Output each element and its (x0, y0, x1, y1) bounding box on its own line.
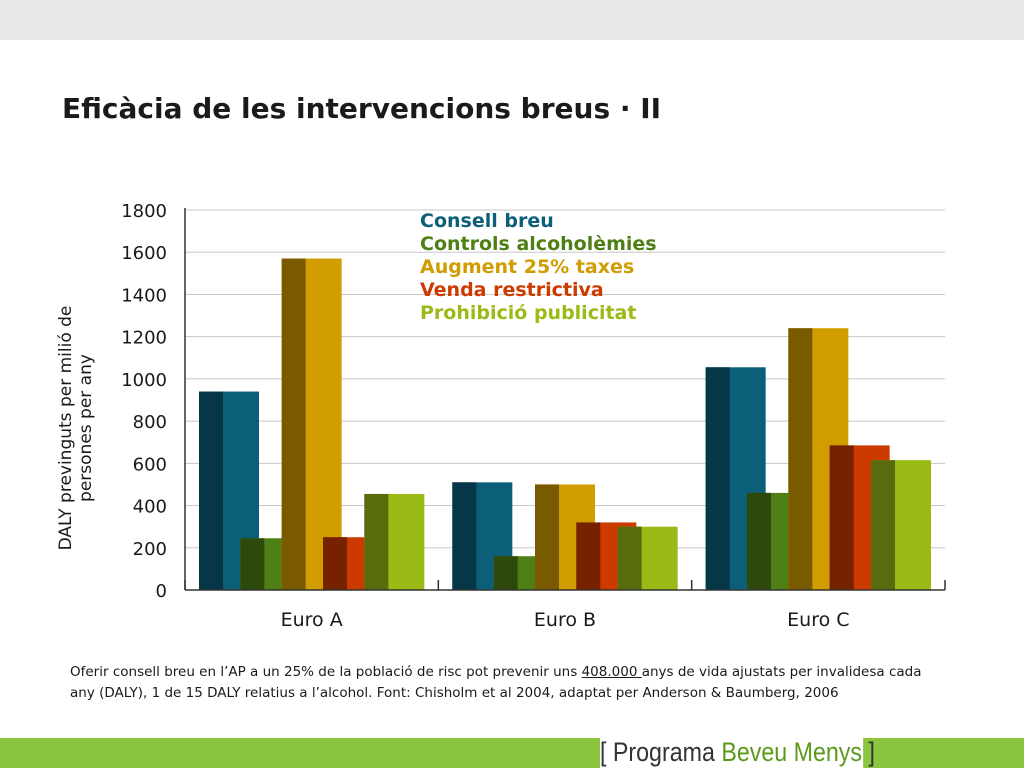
y-tick-label: 1800 (121, 201, 167, 222)
caption-text: Oferir consell breu en l’AP a un 25% de … (70, 664, 582, 680)
bar-side (829, 445, 854, 590)
bar-side (281, 258, 306, 590)
tick-labels: 0 200 400 600 800 1000 1200 1400 1600 1800 (121, 201, 167, 602)
bar-side (323, 537, 347, 590)
bar (281, 258, 342, 590)
y-tick-label: 1600 (121, 243, 167, 264)
y-tick-label: 1200 (121, 328, 167, 349)
bar-side (199, 391, 223, 590)
chart-legend: Consell breu Controls alcoholèmies Augme… (420, 210, 657, 325)
legend-entry: Venda restrictiva (420, 279, 604, 301)
bar (705, 367, 766, 590)
x-category-label: Euro A (281, 609, 343, 631)
y-axis-label: DALY previnguts per milió de persones pe… (56, 305, 96, 551)
legend-entry: Controls alcoholèmies (420, 233, 657, 255)
legend-entry: Consell breu (420, 210, 554, 232)
bar-side (452, 482, 477, 590)
bar-side (871, 460, 895, 590)
bar-side (617, 526, 642, 590)
y-tick-label: 800 (133, 412, 167, 433)
category-labels: Euro A Euro B Euro C (281, 609, 850, 631)
bar-side (364, 493, 389, 590)
bar-side (788, 328, 813, 590)
bar-side (576, 522, 601, 590)
axes (184, 208, 946, 591)
bars (199, 258, 931, 590)
bar-side (705, 367, 730, 590)
brand-logo: [ Programa Beveu Menys ] (600, 736, 875, 768)
x-category-label: Euro C (787, 609, 849, 631)
x-category-label: Euro B (534, 609, 596, 631)
top-band (0, 0, 1024, 40)
bar-side (535, 484, 559, 590)
bar-side (240, 538, 265, 590)
caption-text-end: anys de vida ajustats per invalidesa cad… (70, 664, 922, 701)
y-tick-label: 400 (133, 497, 167, 518)
y-tick-label: 1000 (121, 370, 167, 391)
legend-entry: Prohibició publicitat (420, 302, 637, 324)
bar (364, 493, 425, 590)
y-tick-label: 1400 (121, 285, 167, 306)
y-tick-label: 0 (156, 581, 167, 602)
slide-title: Eficàcia de les intervencions breus · II (62, 92, 662, 125)
bar (617, 526, 678, 590)
source-caption: Oferir consell breu en l’AP a un 25% de … (70, 662, 950, 704)
legend-entry: Augment 25% taxes (420, 256, 635, 278)
bar-chart: 0 200 400 600 800 1000 1200 1400 1600 1800 Euro A… (121, 201, 946, 631)
bar-side (747, 492, 771, 590)
bar-side (493, 556, 518, 590)
y-tick-label: 600 (133, 454, 167, 475)
bar (871, 460, 931, 590)
y-tick-label: 200 (133, 539, 167, 560)
caption-highlight: 408.000 (581, 664, 642, 680)
